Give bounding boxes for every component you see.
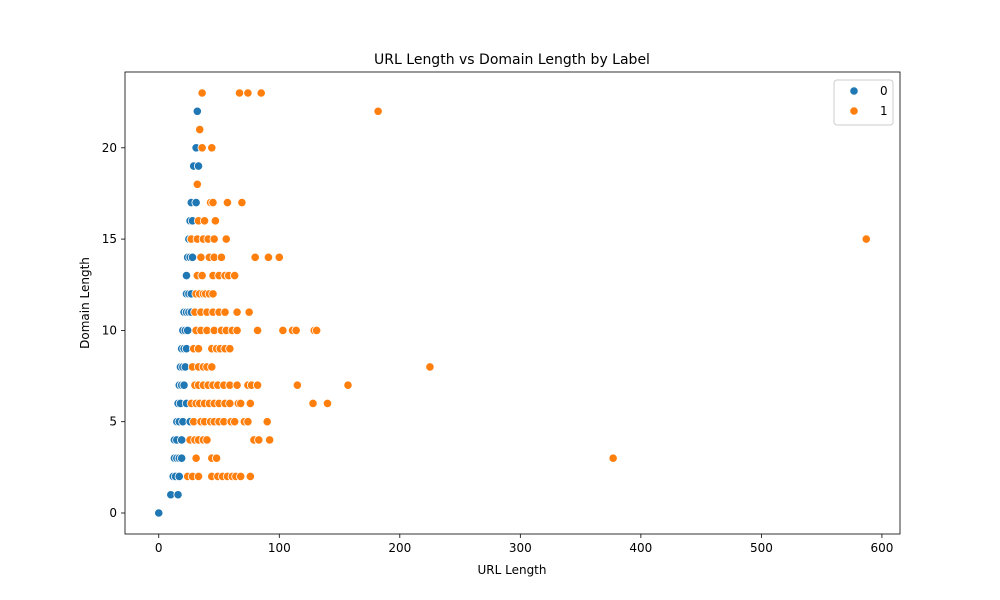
x-tick-label: 0 bbox=[155, 541, 163, 555]
data-point-series-0 bbox=[173, 490, 183, 500]
data-point-series-1 bbox=[237, 197, 247, 208]
data-point-series-1 bbox=[192, 179, 202, 189]
data-point-series-1 bbox=[254, 435, 264, 445]
plot-frame bbox=[124, 71, 901, 535]
data-point-series-1 bbox=[232, 380, 242, 390]
data-point-series-1 bbox=[225, 398, 235, 409]
data-point-series-0 bbox=[179, 380, 189, 390]
data-point-series-0 bbox=[154, 508, 164, 518]
y-tick-label: 5 bbox=[109, 415, 117, 429]
data-point-series-1 bbox=[216, 252, 227, 262]
data-point-series-1 bbox=[202, 435, 212, 445]
data-point-series-1 bbox=[191, 453, 201, 463]
data-point-series-1 bbox=[208, 197, 218, 208]
legend-marker-series-0 bbox=[849, 86, 859, 96]
data-point-series-0 bbox=[183, 325, 193, 335]
x-tick-label: 600 bbox=[870, 541, 893, 555]
y-tick-label: 0 bbox=[109, 506, 117, 520]
data-point-series-1 bbox=[278, 325, 288, 335]
data-point-series-1 bbox=[265, 435, 275, 445]
data-point-series-1 bbox=[245, 398, 255, 409]
data-point-series-1 bbox=[343, 380, 353, 390]
data-point-series-1 bbox=[197, 271, 207, 281]
x-tick-label: 400 bbox=[629, 541, 652, 555]
x-tick-label: 300 bbox=[509, 541, 532, 555]
legend-box bbox=[833, 79, 894, 126]
data-point-series-1 bbox=[212, 453, 222, 463]
data-point-series-1 bbox=[861, 234, 871, 244]
y-tick-label: 20 bbox=[102, 141, 117, 155]
data-point-series-0 bbox=[177, 453, 187, 463]
data-point-series-1 bbox=[243, 88, 253, 98]
data-point-series-1 bbox=[312, 325, 322, 335]
data-point-series-1 bbox=[232, 307, 242, 317]
data-point-series-1 bbox=[196, 252, 206, 262]
data-point-series-1 bbox=[197, 88, 207, 98]
y-axis-label: Domain Length bbox=[78, 257, 92, 349]
data-point-series-1 bbox=[232, 325, 242, 335]
data-point-series-1 bbox=[209, 234, 219, 244]
data-point-series-1 bbox=[244, 307, 254, 317]
data-point-series-1 bbox=[243, 417, 253, 427]
legend-marker-series-1 bbox=[849, 106, 859, 116]
y-tick-label: 15 bbox=[102, 232, 117, 246]
data-point-series-1 bbox=[236, 398, 246, 409]
data-point-series-1 bbox=[373, 106, 383, 116]
y-tick-label: 10 bbox=[102, 323, 117, 337]
data-point-series-0 bbox=[193, 161, 204, 171]
data-point-series-1 bbox=[221, 234, 231, 244]
data-point-series-0 bbox=[174, 471, 184, 482]
data-point-series-1 bbox=[220, 307, 230, 317]
data-point-series-1 bbox=[608, 453, 618, 463]
data-point-series-1 bbox=[263, 252, 274, 262]
data-point-series-1 bbox=[274, 252, 284, 262]
data-point-series-1 bbox=[225, 344, 235, 354]
data-point-series-1 bbox=[236, 471, 246, 482]
legend-label-series-1: 1 bbox=[880, 104, 888, 118]
data-point-series-1 bbox=[256, 88, 266, 98]
data-point-series-1 bbox=[197, 143, 207, 153]
data-point-series-1 bbox=[291, 325, 301, 335]
x-tick-label: 500 bbox=[750, 541, 773, 555]
data-point-series-1 bbox=[252, 325, 263, 335]
data-point-series-1 bbox=[292, 380, 302, 390]
data-point-series-1 bbox=[250, 252, 260, 262]
data-point-series-1 bbox=[193, 344, 204, 354]
data-point-series-1 bbox=[230, 271, 240, 281]
data-point-series-1 bbox=[230, 417, 240, 427]
y-axis-ticks: 0 5 10 15 20 bbox=[102, 141, 125, 520]
data-point-series-1 bbox=[252, 380, 263, 390]
data-point-series-1 bbox=[222, 197, 233, 208]
legend: 0 1 bbox=[833, 79, 894, 126]
x-axis-label: URL Length bbox=[477, 563, 546, 577]
legend-label-series-0: 0 bbox=[880, 84, 888, 98]
data-point-series-0 bbox=[192, 106, 202, 116]
data-point-series-1 bbox=[262, 417, 272, 427]
data-point-series-0 bbox=[187, 252, 198, 262]
data-point-series-1 bbox=[207, 362, 217, 372]
data-point-series-1 bbox=[207, 143, 217, 153]
data-point-series-1 bbox=[193, 471, 204, 482]
data-point-series-1 bbox=[245, 471, 255, 482]
data-point-series-0 bbox=[181, 271, 192, 281]
data-point-series-1 bbox=[210, 216, 220, 226]
data-point-series-1 bbox=[199, 216, 210, 226]
data-point-series-1 bbox=[308, 398, 318, 409]
points-layer bbox=[154, 88, 871, 518]
data-point-series-1 bbox=[195, 124, 205, 135]
data-point-series-1 bbox=[234, 88, 245, 98]
data-point-series-1 bbox=[322, 398, 333, 409]
x-tick-label: 200 bbox=[388, 541, 411, 555]
data-point-series-1 bbox=[425, 362, 435, 372]
data-point-series-1 bbox=[208, 289, 218, 299]
x-axis-ticks: 0 100 200 300 400 500 600 bbox=[155, 534, 893, 555]
chart-title: URL Length vs Domain Length by Label bbox=[374, 52, 650, 68]
x-tick-label: 100 bbox=[268, 541, 291, 555]
data-point-series-0 bbox=[191, 197, 201, 208]
data-point-series-0 bbox=[177, 435, 187, 445]
